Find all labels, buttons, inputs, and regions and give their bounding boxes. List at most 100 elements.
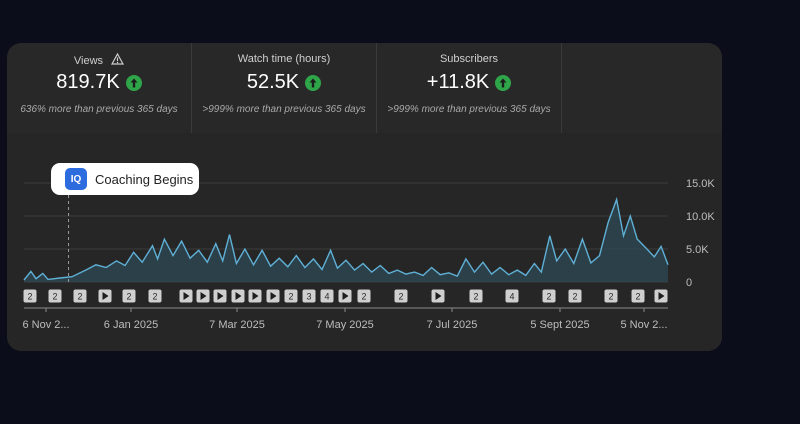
x-tick-label: 6 Nov 2... [22,319,69,331]
video-marker-count[interactable]: 2 [394,289,408,303]
marker-count: 2 [52,292,57,302]
x-tick-label: 7 Mar 2025 [209,319,265,331]
marker-count: 2 [546,292,551,302]
y-tick-label: 5.0K [686,244,709,256]
play-icon [235,292,242,300]
play-icon [200,292,207,300]
video-marker-count[interactable]: 2 [631,289,645,303]
metric-views-label-wrap: Views [7,53,191,67]
marker-count: 2 [361,292,366,302]
video-marker-play[interactable] [248,289,262,303]
video-marker-play[interactable] [266,289,280,303]
trend-up-circle-icon [495,74,512,91]
marker-count: 3 [306,292,311,302]
video-marker-count[interactable]: 2 [73,289,87,303]
y-tick-label: 0 [686,277,692,289]
play-icon [183,292,190,300]
iq-logo-icon: IQ [65,168,87,190]
play-icon [217,292,224,300]
metric-watch-time-note: >999% more than previous 365 days [202,104,366,115]
video-marker-count[interactable]: 2 [48,289,62,303]
marker-box [284,289,298,303]
metrics-row: Views 819.7K 636% more than previous 365… [7,43,722,133]
video-marker-count[interactable]: 4 [505,289,519,303]
trend-up-circle-icon [305,74,322,91]
metric-subscribers-label: Subscribers [439,53,499,65]
marker-box [148,289,162,303]
marker-box [48,289,62,303]
video-marker-count[interactable]: 3 [302,289,316,303]
coaching-begins-callout[interactable]: IQ Coaching Begins [51,163,199,195]
metric-watch-time-value-wrap: 52.5K [192,71,376,94]
marker-box [568,289,582,303]
marker-box [394,289,408,303]
x-tick-label: 7 May 2025 [316,319,373,331]
video-marker-play[interactable] [98,289,112,303]
video-marker-count[interactable]: 2 [568,289,582,303]
marker-box [320,289,334,303]
marker-box [122,289,136,303]
marker-count: 2 [635,292,640,302]
x-axis: 6 Nov 2... 6 Jan 2025 7 Mar 2025 7 May 2025… [22,307,668,331]
play-icon [252,292,259,300]
y-axis-ticks: 15.0K 10.0K 5.0K 0 [686,178,715,289]
callout-label: Coaching Begins [95,171,194,187]
video-marker-count[interactable]: 2 [122,289,136,303]
metric-subscribers-note: >999% more than previous 365 days [387,104,551,115]
metric-subscribers-value-wrap: +11.8K [377,71,561,94]
marker-box [505,289,519,303]
warning-triangle-icon [111,53,125,65]
marker-count: 2 [398,292,403,302]
play-icon [102,292,109,300]
marker-count: 2 [77,292,82,302]
video-marker-count[interactable]: 4 [320,289,334,303]
video-marker-play[interactable] [213,289,227,303]
y-tick-label: 15.0K [686,178,715,190]
play-icon [435,292,442,300]
metric-views-value: 819.7K [56,71,120,93]
video-marker-play[interactable] [338,289,352,303]
metric-views-value-wrap: 819.7K [7,71,191,94]
metric-watch-time[interactable]: Watch time (hours) 52.5K >999% more than… [192,43,377,133]
metric-subscribers-value: +11.8K [426,71,490,93]
video-marker-count[interactable]: 2 [604,289,618,303]
marker-count: 2 [126,292,131,302]
video-marker-count[interactable]: 2 [469,289,483,303]
video-marker-play[interactable] [431,289,445,303]
trend-up-circle-icon [125,74,142,91]
marker-count: 2 [572,292,577,302]
x-tick-label: 5 Sept 2025 [530,319,589,331]
play-icon [270,292,277,300]
video-marker-play[interactable] [179,289,193,303]
marker-count: 2 [288,292,293,302]
x-tick-label: 7 Jul 2025 [427,319,478,331]
video-marker-play[interactable] [231,289,245,303]
video-marker-count[interactable]: 2 [148,289,162,303]
marker-count: 4 [509,292,514,302]
chart-area-fill [23,195,669,282]
video-marker-play[interactable] [196,289,210,303]
marker-box [302,289,316,303]
video-marker-count[interactable]: 2 [284,289,298,303]
marker-box [631,289,645,303]
metric-views-label: Views [73,55,104,67]
marker-box [357,289,371,303]
marker-count: 2 [608,292,613,302]
marker-box [542,289,556,303]
metric-views-note: 636% more than previous 365 days [20,104,178,115]
marker-box [73,289,87,303]
metric-views[interactable]: Views 819.7K 636% more than previous 365… [7,43,192,133]
video-marker-count[interactable]: 2 [23,289,37,303]
metric-watch-time-label: Watch time (hours) [237,53,331,65]
video-marker-play[interactable] [654,289,668,303]
marker-count: 2 [473,292,478,302]
video-marker-count[interactable]: 2 [542,289,556,303]
marker-box [604,289,618,303]
metric-subscribers[interactable]: Subscribers +11.8K >999% more than previ… [377,43,562,133]
video-markers: 2 2 2 2 2 2 3 4 2 2 2 4 2 2 2 2 [23,289,668,303]
metric-watch-time-value: 52.5K [246,71,300,93]
marker-box [469,289,483,303]
marker-count: 2 [27,292,32,302]
video-marker-count[interactable]: 2 [357,289,371,303]
